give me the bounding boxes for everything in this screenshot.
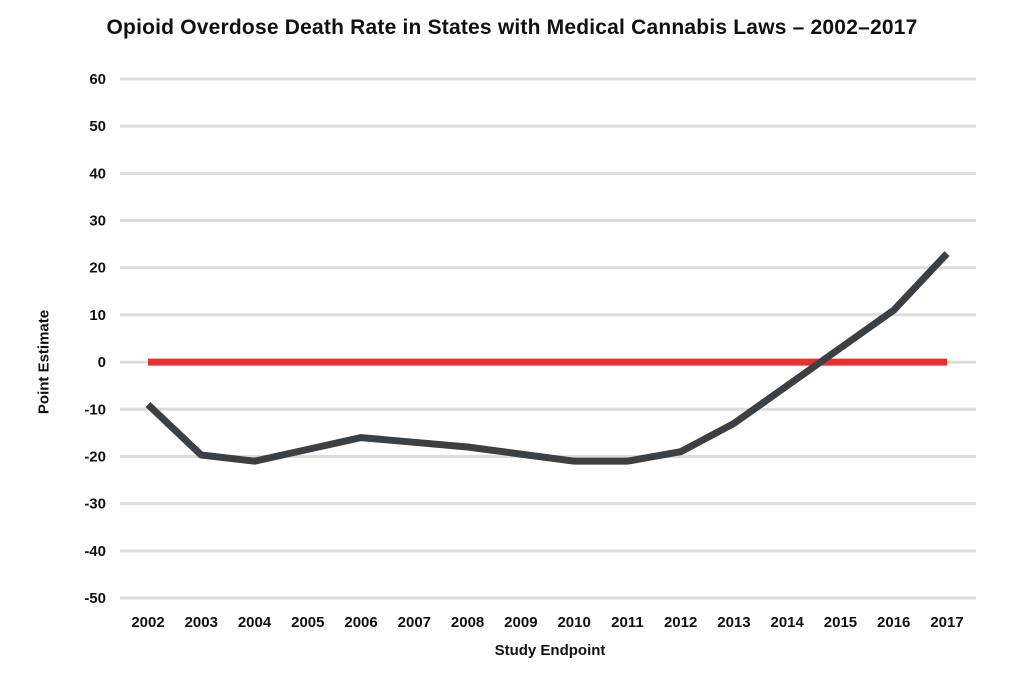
y-tick-label: -30 — [84, 496, 106, 513]
y-tick-label: -50 — [84, 590, 106, 607]
x-tick-label: 2002 — [131, 614, 164, 631]
y-tick-label: -20 — [84, 448, 106, 465]
x-tick-label: 2005 — [291, 614, 324, 631]
y-tick-label: 0 — [98, 354, 106, 371]
x-tick-label: 2007 — [398, 614, 431, 631]
x-tick-label: 2014 — [771, 614, 805, 631]
y-tick-label: 40 — [89, 165, 106, 182]
y-tick-label: 10 — [89, 307, 106, 324]
x-tick-label: 2011 — [611, 614, 644, 631]
x-axis-label: Study Endpoint — [494, 642, 606, 659]
y-tick-label: 50 — [89, 118, 106, 135]
x-tick-label: 2004 — [238, 614, 272, 631]
y-tick-label: -40 — [84, 543, 106, 560]
y-tick-label: 60 — [89, 71, 106, 88]
x-tick-label: 2006 — [344, 614, 377, 631]
x-tick-label: 2017 — [930, 614, 963, 631]
chart-title: Opioid Overdose Death Rate in States wit… — [106, 16, 918, 39]
x-tick-label: 2008 — [451, 614, 484, 631]
x-tick-label: 2003 — [185, 614, 218, 631]
y-tick-label: -10 — [84, 401, 106, 418]
x-tick-label: 2015 — [824, 614, 857, 631]
x-tick-label: 2010 — [557, 614, 590, 631]
y-tick-label: 20 — [89, 260, 106, 277]
x-tick-label: 2013 — [717, 614, 750, 631]
x-tick-label: 2016 — [877, 614, 910, 631]
x-tick-label: 2012 — [664, 614, 697, 631]
x-tick-label: 2009 — [504, 614, 537, 631]
series-line-point-estimate — [145, 251, 950, 465]
y-tick-label: 30 — [89, 213, 106, 230]
